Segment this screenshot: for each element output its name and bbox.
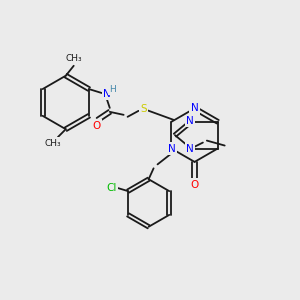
Text: Cl: Cl [106, 183, 116, 193]
Text: CH₃: CH₃ [65, 54, 82, 63]
Text: CH₃: CH₃ [45, 139, 61, 148]
Text: N: N [167, 143, 175, 154]
Text: O: O [93, 121, 101, 131]
Text: N: N [191, 103, 199, 113]
Text: S: S [140, 104, 147, 114]
Text: N: N [186, 116, 194, 126]
Text: O: O [190, 180, 199, 190]
Text: H: H [110, 85, 116, 94]
Text: N: N [186, 143, 194, 154]
Text: N: N [103, 89, 111, 99]
